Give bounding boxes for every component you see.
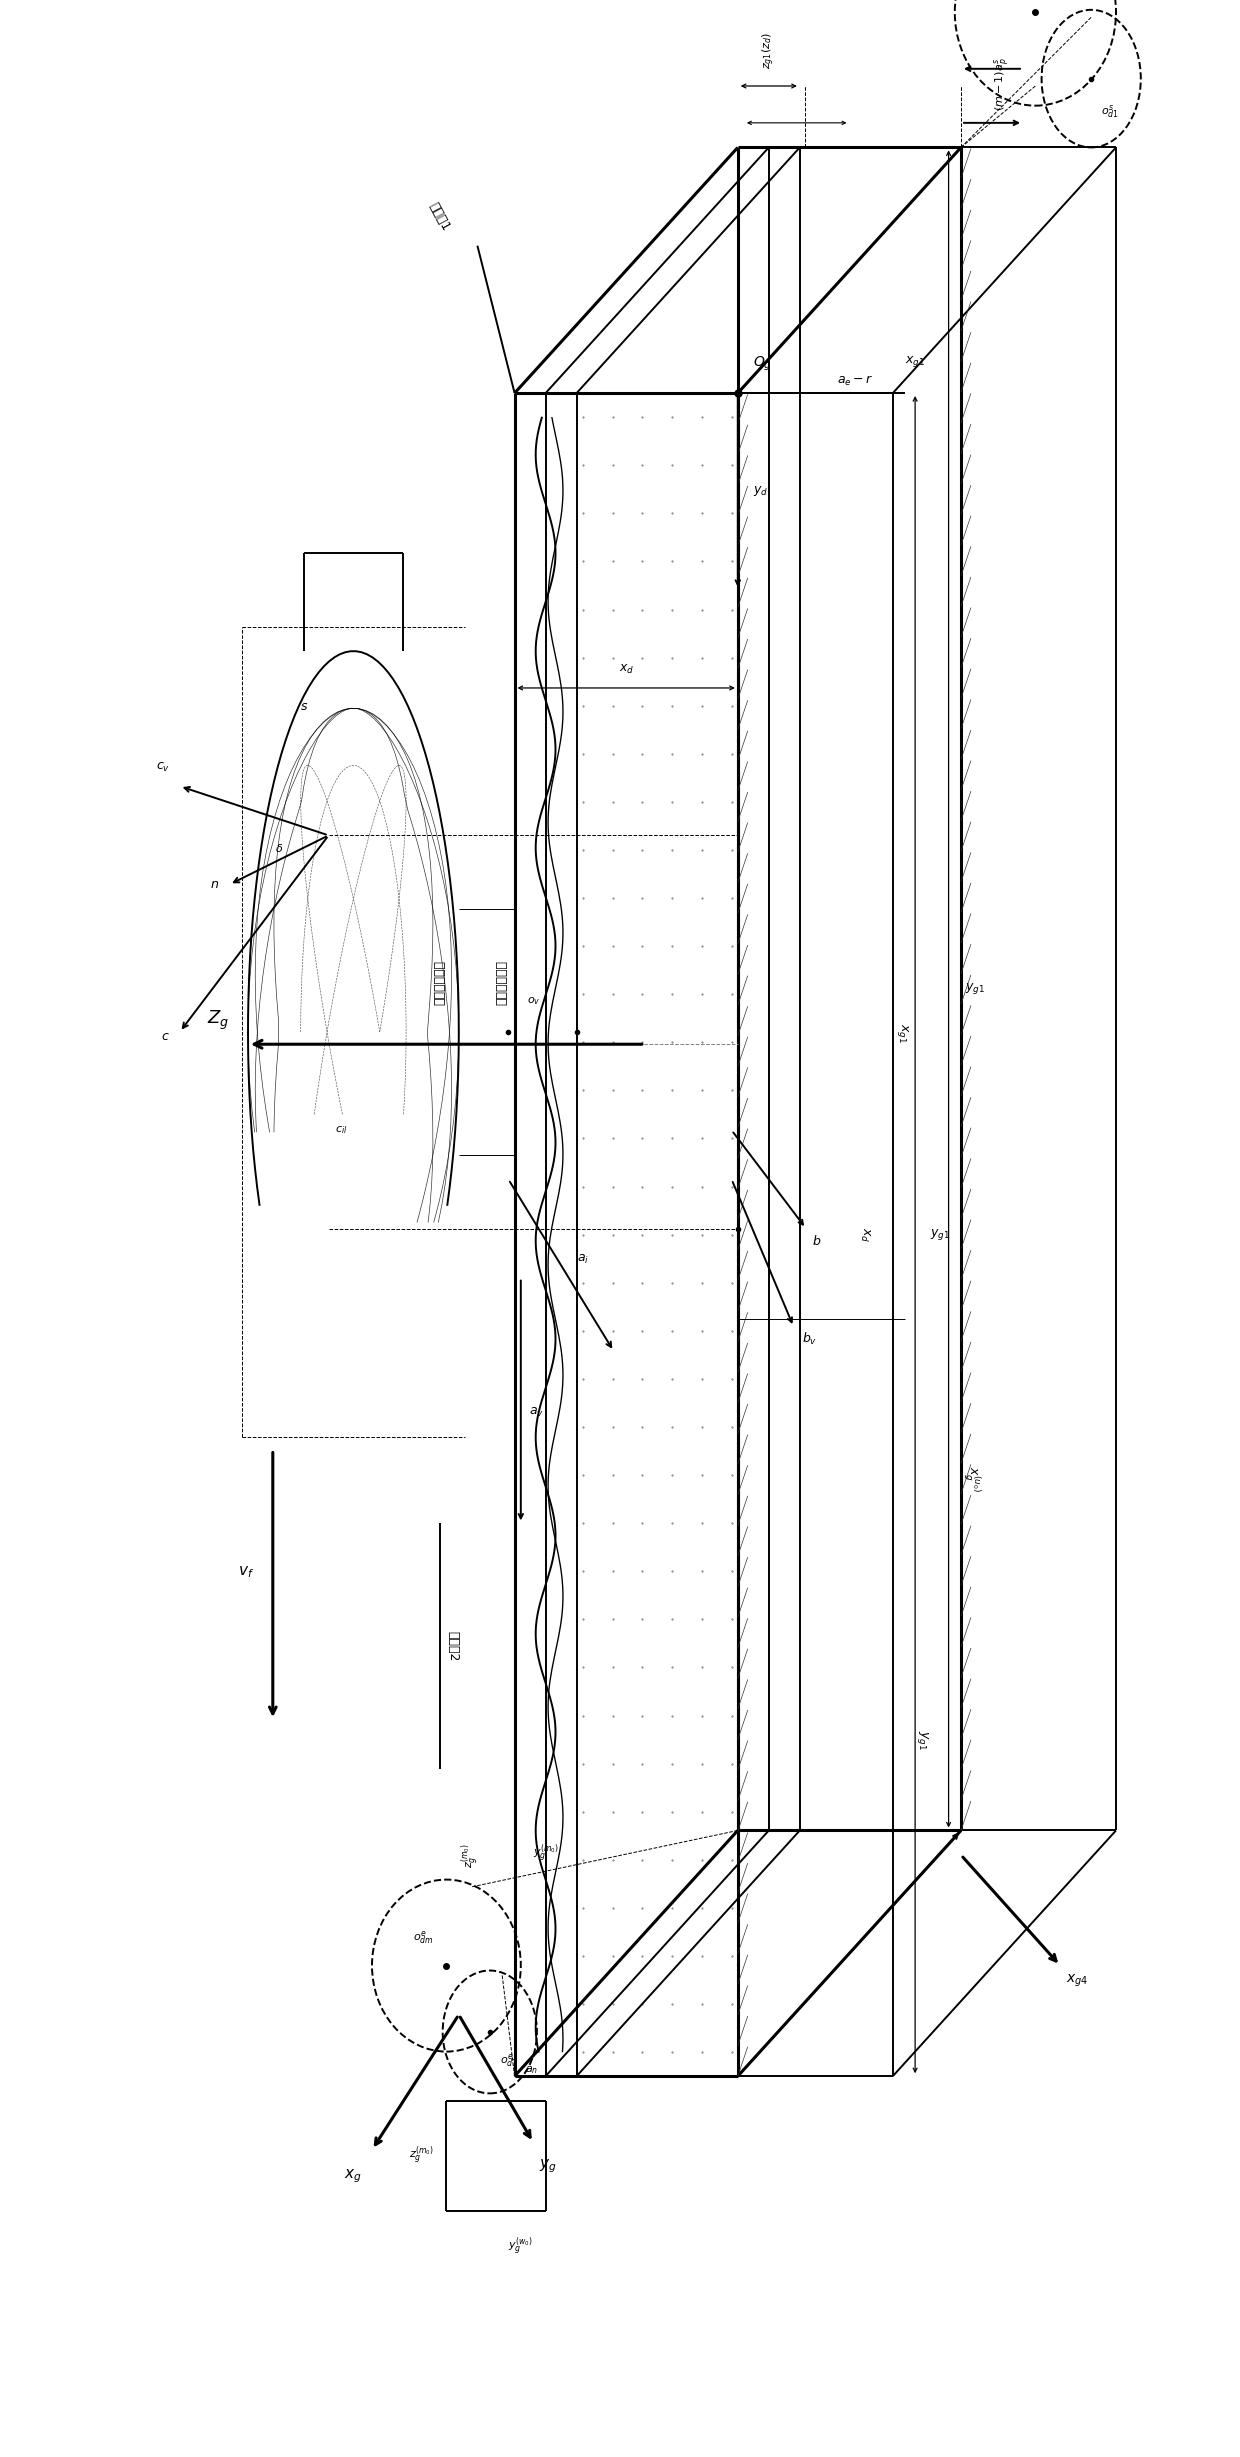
Text: $z_g^{(m_0)}$: $z_g^{(m_0)}$ [460,1843,482,1867]
Text: $a_v$: $a_v$ [529,1405,544,1420]
Text: $y_d$: $y_d$ [753,484,768,499]
Text: $y_g$: $y_g$ [539,2157,557,2174]
Text: $y_{g1}$: $y_{g1}$ [915,1730,930,1749]
Text: 侧立面2: 侧立面2 [446,1631,459,1661]
Text: $Z_g$: $Z_g$ [207,1010,229,1032]
Text: $v_f$: $v_f$ [238,1565,254,1580]
Text: $n$: $n$ [211,877,219,892]
Text: $x_{g1}$: $x_{g1}$ [895,1022,910,1042]
Text: $x_{g4}$: $x_{g4}$ [1066,1973,1089,1990]
Text: $a_e-r$: $a_e-r$ [837,373,873,388]
Text: $a_i$: $a_i$ [577,1253,589,1265]
Text: 设计加工表面: 设计加工表面 [496,961,508,1005]
Text: 实际加工表面: 实际加工表面 [434,961,446,1005]
Text: $\delta$: $\delta$ [275,843,283,853]
Text: $y_g^{(w_0)}$: $y_g^{(w_0)}$ [508,2236,533,2258]
Text: $x_g$: $x_g$ [345,2167,362,2184]
Text: $O_g$: $O_g$ [753,356,771,373]
Text: $b_v$: $b_v$ [802,1332,817,1346]
Text: $a_n$: $a_n$ [525,2064,538,2076]
Text: $x_d$: $x_d$ [858,1226,872,1243]
Text: $y_g^{(m_0)}$: $y_g^{(m_0)}$ [533,1843,558,1865]
Text: $z_g^{(m_0)}$: $z_g^{(m_0)}$ [409,2145,434,2167]
Text: $o_{d1}^s$: $o_{d1}^s$ [1101,103,1120,120]
Text: $b$: $b$ [812,1233,822,1248]
Text: $y_{g1}$: $y_{g1}$ [930,1226,950,1243]
Text: $s$: $s$ [300,700,308,713]
Text: 侧立面1: 侧立面1 [427,201,453,233]
Text: $o_v$: $o_v$ [527,995,541,1007]
Text: $x_d$: $x_d$ [619,663,634,676]
Text: $x_g^{(u_0)}$: $x_g^{(u_0)}$ [961,1467,982,1491]
Text: $o_{d1}^e$: $o_{d1}^e$ [500,2052,518,2069]
Text: $o_{dm}^e$: $o_{dm}^e$ [413,1929,434,1946]
Text: $y_{g1}$: $y_{g1}$ [965,980,985,998]
Text: $c_v$: $c_v$ [156,762,170,774]
Text: $x_{g1}$: $x_{g1}$ [905,354,925,369]
Text: $(m-1)a_p^s$: $(m-1)a_p^s$ [992,57,1012,111]
Text: $c$: $c$ [161,1029,170,1044]
Text: $z_{g1}(z_d)$: $z_{g1}(z_d)$ [760,32,777,69]
Text: $c_{il}$: $c_{il}$ [335,1125,347,1135]
